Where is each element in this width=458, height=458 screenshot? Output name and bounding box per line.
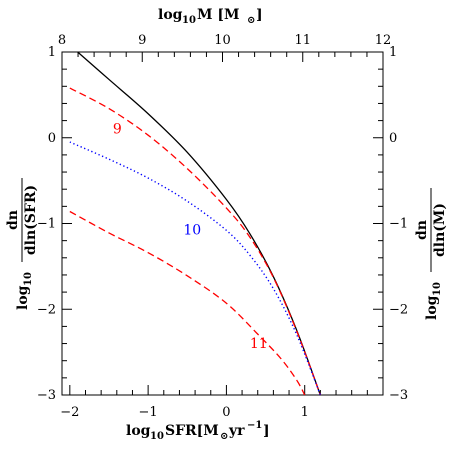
y-left-tick-label: −1 [37, 217, 56, 232]
ticks: −2 −1 0 18 9 10 11 121 10 0−1 −1−2 −2−3 −3 [37, 33, 408, 420]
svg-text:10: 10 [182, 15, 196, 26]
x-bottom-tick-label: −1 [139, 405, 158, 420]
svg-text:10: 10 [150, 431, 164, 442]
y-right-tick-label: −1 [389, 217, 408, 232]
svg-text:SFR[M: SFR[M [165, 423, 219, 439]
y-left-tick-label: 0 [48, 131, 56, 146]
svg-text:M [M: M [M [197, 7, 240, 23]
svg-text:log: log [424, 295, 440, 320]
x-top-tick-label: 8 [58, 33, 66, 48]
svg-text:−1: −1 [247, 420, 262, 431]
x-bottom-tick-label: 0 [222, 405, 230, 420]
series-line-10 [69, 141, 322, 395]
x-top-tick-label: 10 [214, 33, 231, 48]
svg-text:dn: dn [414, 220, 430, 240]
svg-text:⊙: ⊙ [247, 15, 255, 26]
svg-text:⊙: ⊙ [220, 431, 228, 442]
svg-text:log: log [15, 285, 31, 310]
series-line-11 [69, 210, 306, 395]
y-left-tick-label: −3 [37, 388, 56, 403]
x-bottom-tick-label: −2 [60, 405, 79, 420]
curve-labels: 9 10 11 [113, 121, 268, 351]
x-axis-label-top: log 10 M [M ⊙] [158, 7, 263, 26]
plot-frame [61, 51, 384, 396]
svg-text:log: log [126, 423, 151, 439]
x-top-tick-label: 11 [294, 33, 311, 48]
y-left-tick-label: 1 [48, 45, 56, 60]
svg-text:]: ] [256, 7, 263, 23]
svg-text:10: 10 [23, 272, 34, 286]
x-top-tick-label: 9 [138, 33, 146, 48]
x-bottom-tick-label: 1 [301, 405, 309, 420]
y-right-tick-label: −3 [389, 388, 408, 403]
series-line-9 [69, 87, 321, 395]
y-left-tick-label: −2 [37, 302, 56, 317]
svg-text:dn: dn [5, 210, 21, 230]
svg-text:yr: yr [228, 423, 245, 439]
series-line-total [77, 52, 321, 395]
x-top-tick-label: 12 [375, 33, 392, 48]
y-right-tick-label: 0 [389, 131, 397, 146]
svg-text:dln(M): dln(M) [432, 203, 448, 257]
curves [69, 52, 322, 395]
svg-text:dln(SFR): dln(SFR) [23, 185, 39, 255]
curve-label-11: 11 [250, 336, 268, 352]
curve-label-10: 10 [183, 223, 201, 239]
svg-text:10: 10 [432, 282, 443, 296]
y-right-tick-label: −2 [389, 302, 408, 317]
x-axis-label-bottom: log 10 SFR[M ⊙ yr −1] [126, 420, 270, 442]
y-right-tick-label: 1 [389, 45, 397, 60]
curve-label-9: 9 [113, 121, 122, 137]
svg-text:]: ] [263, 423, 270, 439]
svg-text:log: log [158, 7, 183, 23]
